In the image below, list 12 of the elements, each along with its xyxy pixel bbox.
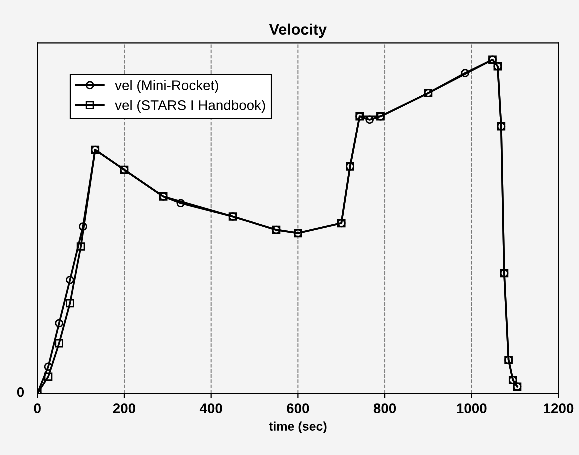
x-tick-label: 600 <box>287 404 310 414</box>
x-tick-label: 400 <box>200 404 222 414</box>
x-tick-label: 1200 <box>544 404 574 414</box>
x-tick-label: 1000 <box>457 404 487 414</box>
x-tick-label: 0 <box>34 404 41 414</box>
chart-title: Velocity <box>269 24 327 38</box>
x-tick-label: 200 <box>113 404 136 414</box>
x-tick-label: 800 <box>374 404 396 414</box>
legend-label: vel (STARS I Handbook) <box>115 100 266 114</box>
text: 0 <box>17 387 24 398</box>
legend-label: vel (Mini-Rocket) <box>115 80 218 94</box>
x-axis-title: time (sec) <box>269 422 327 434</box>
